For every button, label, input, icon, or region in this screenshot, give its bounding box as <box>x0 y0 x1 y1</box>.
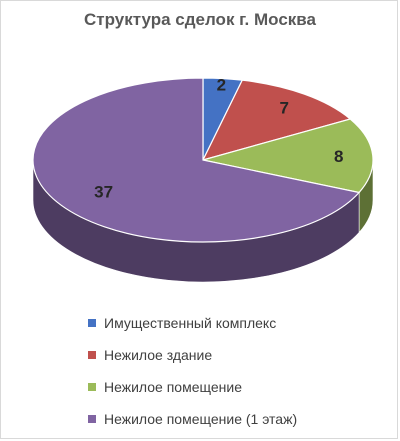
legend-swatch-1 <box>88 350 96 359</box>
pie-slice-3 <box>32 77 361 243</box>
legend-item-2: Нежилое помещение <box>88 376 297 397</box>
chart-title: Структура сделок г. Москва <box>84 10 316 29</box>
chart-legend: Имущественный комплекс Нежилое здание Нежи… <box>88 312 297 440</box>
pie-chart: 2 7 8 37 <box>32 75 374 283</box>
legend-label-2: Нежилое помещение <box>104 378 242 395</box>
legend-label-1: Нежилое здание <box>104 346 213 363</box>
legend-item-3: Нежилое помещение (1 этаж) <box>88 408 297 429</box>
legend-swatch-3 <box>88 414 96 423</box>
data-label-2: 8 <box>334 147 343 166</box>
data-label-0: 2 <box>217 75 226 94</box>
data-label-1: 7 <box>279 98 288 117</box>
data-label-3: 37 <box>94 183 113 202</box>
legend-label-3: Нежилое помещение (1 этаж) <box>104 410 298 427</box>
legend-label-0: Имущественный комплекс <box>104 314 277 331</box>
legend-item-0: Имущественный комплекс <box>88 312 297 333</box>
pie-slice-1 <box>201 79 352 161</box>
legend-item-1: Нежилое здание <box>88 344 297 365</box>
pie-slice-2 <box>202 118 374 194</box>
legend-swatch-0 <box>88 318 96 327</box>
legend-swatch-2 <box>88 382 96 391</box>
